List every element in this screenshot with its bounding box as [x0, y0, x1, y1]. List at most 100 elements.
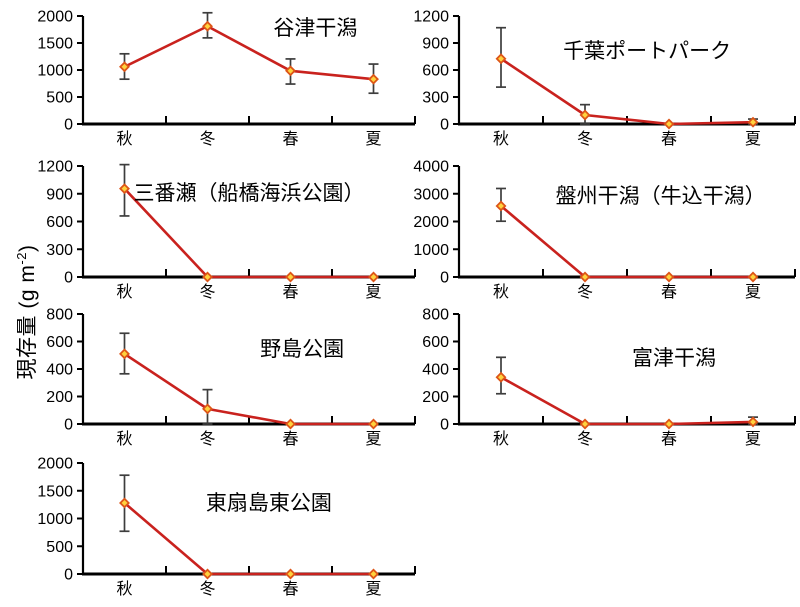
x-axis-category-label: 春 [282, 283, 298, 301]
y-axis-tick-label: 0 [64, 117, 73, 134]
data-point-marker [663, 118, 675, 130]
x-axis-category-label: 冬 [577, 430, 593, 448]
y-axis-tick-label: 600 [422, 334, 449, 351]
y-axis-tick-label: 200 [422, 389, 449, 406]
chart-panel-3: 0 300 600 900 1200 秋 冬 春 夏 三番瀬（船橋海浜公園） [0, 151, 416, 308]
y-axis-tick-label: 0 [440, 117, 449, 134]
data-point-marker [285, 568, 296, 580]
x-axis-category-label: 冬 [577, 283, 593, 301]
x-axis-category-label: 夏 [745, 284, 761, 301]
data-point-marker [368, 568, 379, 580]
y-axis-tick-label: 500 [46, 539, 73, 556]
data-line [500, 376, 754, 426]
data-point-marker [119, 497, 130, 509]
data-point-marker [495, 371, 507, 383]
y-axis-tick-label: 0 [64, 270, 73, 287]
data-point-marker [663, 271, 675, 283]
data-point-marker [202, 403, 213, 415]
data-point-marker [495, 53, 507, 65]
y-axis-tick-label: 900 [422, 36, 449, 53]
y-axis-tick-label: 200 [46, 389, 73, 406]
x-axis-category-label: 秋 [493, 430, 509, 448]
data-line [500, 57, 754, 126]
data-point-marker [368, 418, 379, 430]
x-axis-category-label: 春 [282, 580, 298, 598]
x-axis-category-label: 夏 [365, 431, 381, 448]
y-axis-tick-label: 0 [440, 417, 449, 434]
chart-title: 三番瀬（船橋海浜公園） [134, 182, 365, 205]
x-axis-category-label: 夏 [365, 131, 381, 148]
y-axis-tick-label: 900 [46, 186, 73, 203]
data-point-marker [285, 65, 296, 77]
data-line [123, 24, 374, 81]
y-axis-tick-label: 800 [46, 307, 73, 324]
data-point-marker [119, 61, 130, 73]
y-axis-tick-label: 1000 [37, 511, 73, 528]
data-point-marker [285, 271, 296, 283]
data-line [500, 204, 753, 279]
x-axis-category-label: 秋 [493, 283, 509, 301]
x-axis-category-label: 春 [661, 130, 677, 148]
chart-panel-5: 0 200 400 600 800 秋 冬 春 夏 野島公園 [0, 302, 416, 459]
data-line [123, 352, 374, 426]
y-axis-tick-label: 400 [46, 362, 73, 379]
x-axis-category-label: 冬 [199, 430, 215, 448]
y-axis-tick-label: 300 [46, 242, 73, 259]
data-point-marker [579, 271, 591, 283]
chart-title: 谷津干潟 [273, 17, 357, 40]
y-axis-tick-label: 1500 [37, 36, 73, 53]
chart-title: 盤州干潟（牛込干潟） [556, 185, 766, 208]
y-axis-tick-label: 600 [46, 334, 73, 351]
x-axis-category-label: 冬 [199, 580, 215, 598]
chart-panel-6: 0 200 400 600 800 秋 冬 春 夏 富津干潟 [400, 302, 800, 459]
chart-svg: 0 300 600 900 1200 秋 冬 春 夏 三番瀬（船橋海浜公園） [37, 159, 416, 301]
data-point-marker [368, 271, 379, 283]
y-axis-tick-label: 3000 [413, 186, 449, 203]
x-axis-category-label: 冬 [199, 130, 215, 148]
chart-title: 野島公園 [260, 338, 344, 361]
y-axis-tick-label: 1200 [37, 159, 73, 176]
data-point-marker [663, 418, 675, 430]
chart-svg: 0 200 400 600 800 秋 冬 春 夏 富津干潟 [422, 307, 796, 448]
y-axis-tick-label: 4000 [413, 159, 449, 176]
x-axis-category-label: 春 [282, 430, 298, 448]
y-axis-tick-label: 800 [422, 307, 449, 324]
chart-title: 富津干潟 [632, 347, 716, 370]
data-point-marker [202, 20, 213, 32]
data-point-marker [747, 416, 759, 428]
x-axis-category-label: 春 [661, 283, 677, 301]
y-axis-tick-label: 2000 [413, 214, 449, 231]
chart-title: 東扇島東公園 [206, 492, 332, 515]
chart-panel-1: 0 500 1000 1500 2000 秋 冬 春 夏 谷津干潟 [0, 0, 416, 157]
x-axis-category-label: 秋 [116, 580, 132, 598]
data-point-marker [202, 568, 213, 580]
chart-svg: 0 300 600 900 1200 秋 冬 春 夏 千葉ポートパーク [413, 9, 796, 148]
x-axis-category-label: 夏 [365, 581, 381, 598]
chart-panel-2: 0 300 600 900 1200 秋 冬 春 夏 千葉ポートパーク [400, 0, 800, 157]
y-axis-tick-label: 1000 [413, 242, 449, 259]
y-axis-tick-label: 600 [46, 214, 73, 231]
data-point-marker [747, 271, 759, 283]
chart-panel-4: 0 1000 2000 3000 4000 秋 冬 春 夏 盤州干潟（牛込干潟） [400, 151, 800, 308]
y-axis-tick-label: 2000 [37, 9, 73, 26]
x-axis-category-label: 夏 [745, 431, 761, 448]
chart-svg: 0 1000 2000 3000 4000 秋 冬 春 夏 盤州干潟（牛込干潟） [413, 159, 796, 301]
y-axis-tick-label: 600 [422, 63, 449, 80]
data-point-marker [579, 418, 591, 430]
y-axis-tick-label: 0 [64, 417, 73, 434]
y-axis-tick-label: 400 [422, 362, 449, 379]
y-axis-tick-label: 500 [46, 90, 73, 107]
x-axis-category-label: 秋 [116, 430, 132, 448]
chart-panel-7: 0 500 1000 1500 2000 秋 冬 春 夏 東扇島東公園 [0, 452, 416, 607]
x-axis-category-label: 春 [661, 430, 677, 448]
data-point-marker [285, 418, 296, 430]
data-point-marker [747, 116, 759, 128]
data-point-marker [119, 348, 130, 360]
data-point-marker [368, 73, 379, 85]
data-line [123, 187, 374, 279]
y-axis-tick-label: 0 [64, 567, 73, 584]
y-axis-tick-label: 2000 [37, 456, 73, 473]
chart-svg: 0 200 400 600 800 秋 冬 春 夏 野島公園 [46, 307, 416, 448]
y-axis-tick-label: 1200 [413, 9, 449, 26]
